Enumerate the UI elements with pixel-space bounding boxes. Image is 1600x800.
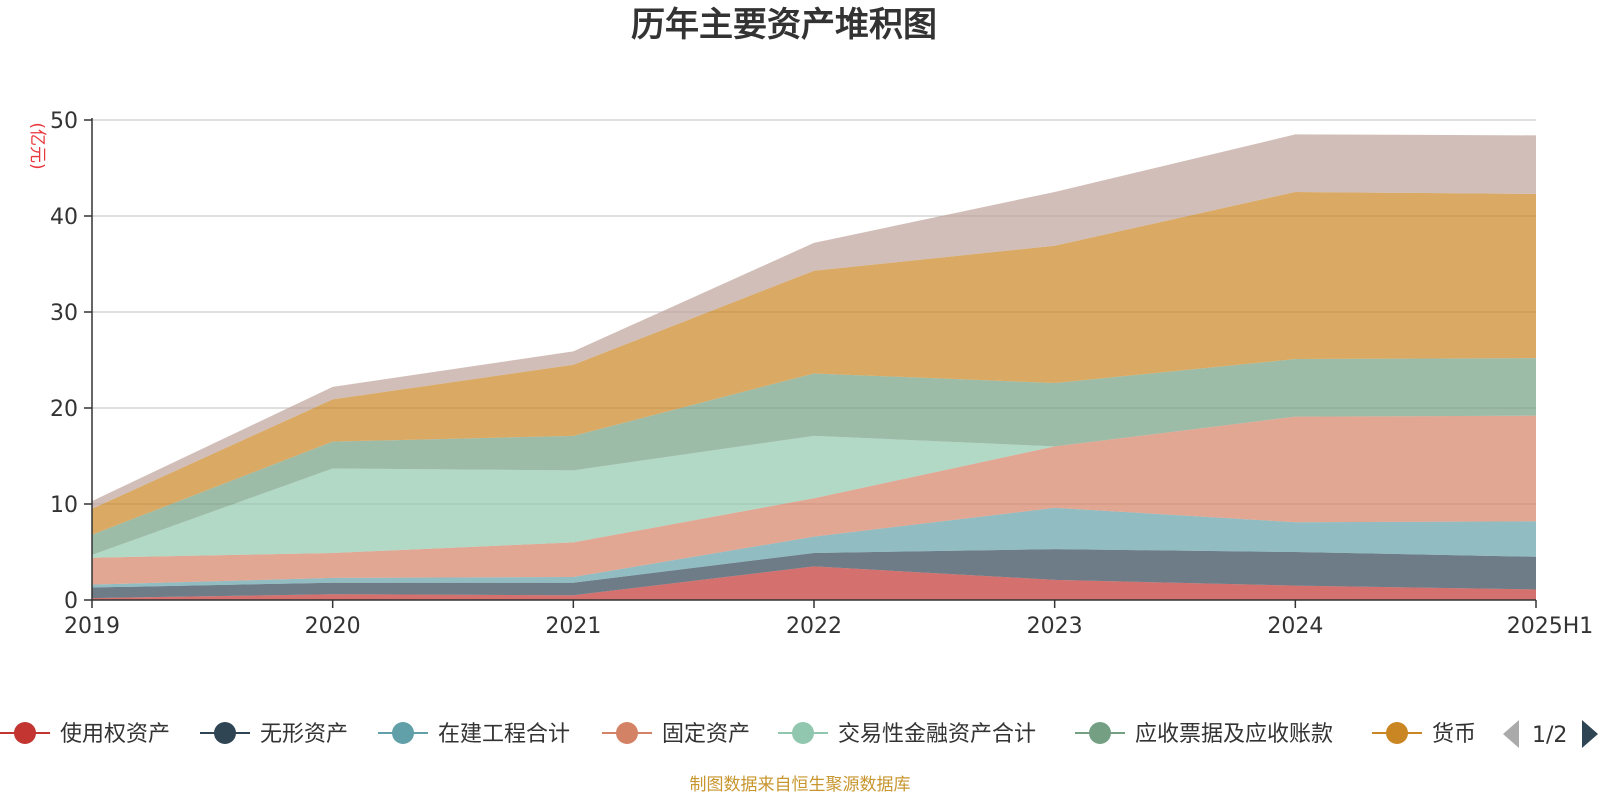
- y-tick-label: 10: [50, 493, 78, 518]
- x-tick-label: 2024: [1267, 614, 1323, 639]
- legend[interactable]: 使用权资产 无形资产 在建工程合计 固定资产 交易性金融资产合计 应收票据及应收账款 货币 1…: [0, 720, 1598, 748]
- legend-item-4[interactable]: 交易性金融资产合计: [778, 722, 1036, 747]
- area-series-2: [92, 507, 1536, 588]
- area-series-1: [92, 549, 1536, 599]
- x-tick-label: 2020: [305, 614, 361, 639]
- legend-label: 在建工程合计: [438, 722, 570, 747]
- legend-label: 使用权资产: [60, 722, 170, 747]
- x-tick-label: 2022: [786, 614, 842, 639]
- area-series-5: [92, 358, 1536, 555]
- chart-title: 历年主要资产堆积图: [631, 5, 937, 45]
- legend-item-0[interactable]: 使用权资产: [0, 722, 170, 747]
- legend-item-5[interactable]: 应收票据及应收账款: [1075, 722, 1333, 747]
- area-series-7: [92, 134, 1536, 509]
- legend-label: 固定资产: [662, 722, 750, 747]
- y-tick-label: 30: [50, 301, 78, 326]
- y-tick-label: 0: [64, 589, 78, 614]
- legend-label: 无形资产: [260, 722, 348, 747]
- legend-marker: [1089, 722, 1111, 744]
- axes: 0 10 20 30 40 50 2019 2020 2021 2022 2023 2024 2025H…: [50, 109, 1593, 639]
- legend-item-3[interactable]: 固定资产: [602, 722, 750, 747]
- area-series-3: [92, 415, 1536, 585]
- legend-label: 应收票据及应收账款: [1135, 722, 1333, 747]
- x-tick-label: 2023: [1027, 614, 1083, 639]
- legend-prev-icon[interactable]: [1503, 720, 1519, 748]
- area-series-4: [92, 415, 1536, 558]
- legend-marker: [616, 722, 638, 744]
- legend-item-2[interactable]: 在建工程合计: [378, 722, 570, 747]
- legend-item-6[interactable]: 货币: [1372, 722, 1476, 747]
- legend-marker: [792, 722, 814, 744]
- stacked-areas: [92, 134, 1536, 600]
- legend-next-icon[interactable]: [1582, 720, 1598, 748]
- legend-marker: [14, 722, 36, 744]
- y-tick-label: 40: [50, 205, 78, 230]
- area-series-0: [92, 566, 1536, 600]
- y-tick-label: 50: [50, 109, 78, 134]
- legend-marker: [1386, 722, 1408, 744]
- x-tick-label: 2021: [545, 614, 601, 639]
- data-source-note: 制图数据来自恒生聚源数据库: [690, 775, 911, 795]
- legend-page-indicator: 1/2: [1532, 723, 1567, 748]
- area-series-6: [92, 192, 1536, 535]
- x-tick-label: 2019: [64, 614, 120, 639]
- y-tick-label: 20: [50, 397, 78, 422]
- legend-label: 货币: [1432, 722, 1476, 747]
- legend-marker: [214, 722, 236, 744]
- legend-label: 交易性金融资产合计: [838, 722, 1036, 747]
- legend-marker: [392, 722, 414, 744]
- legend-item-1[interactable]: 无形资产: [200, 722, 348, 747]
- x-tick-label: 2025H1: [1507, 614, 1594, 639]
- y-axis-unit: (亿元): [27, 122, 47, 169]
